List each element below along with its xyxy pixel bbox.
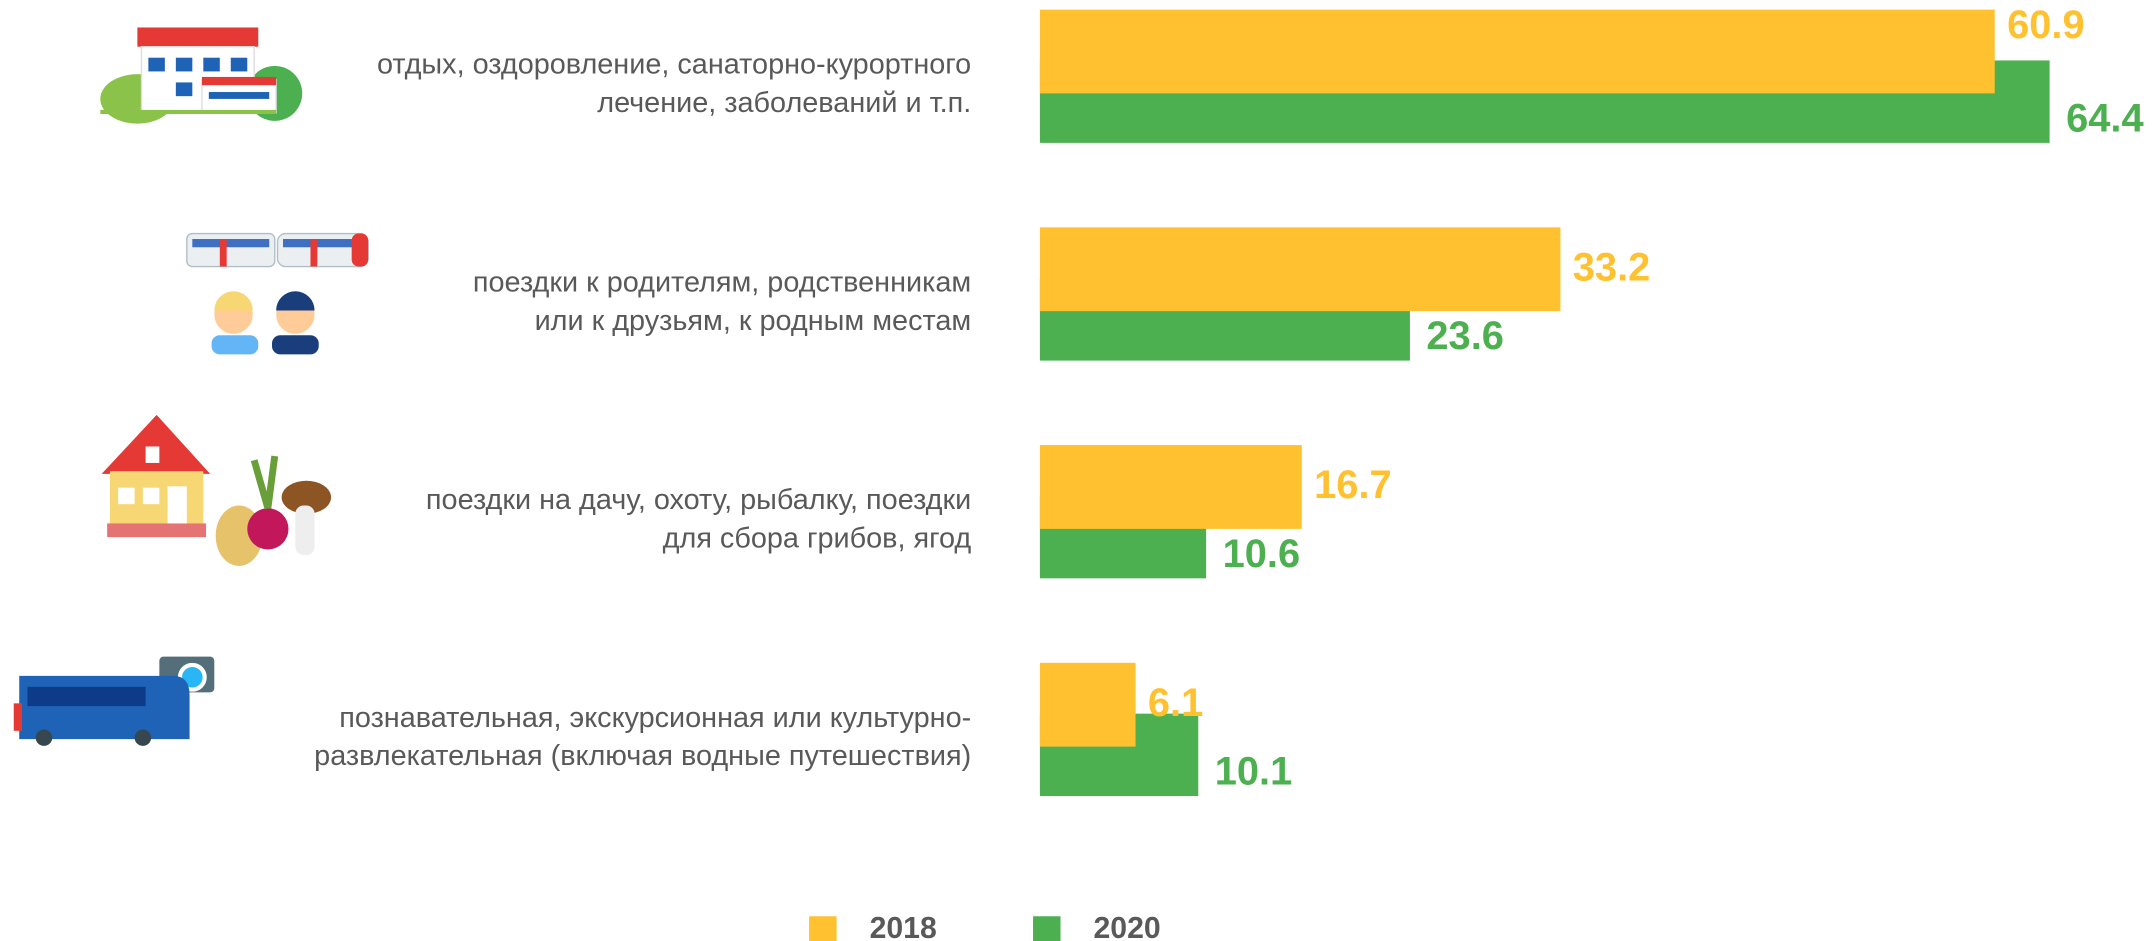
- value-label: 64.4: [2066, 96, 2144, 140]
- category-label: поездки к родителям, родственникам: [473, 266, 971, 298]
- category-label: отдых, оздоровление, санаторно-курортног…: [377, 49, 971, 81]
- bar: [1039, 227, 1561, 312]
- category-label: лечение, заболеваний и т.п.: [597, 87, 971, 119]
- legend-swatch: [1033, 916, 1061, 941]
- value-label: 6.1: [1148, 681, 1203, 725]
- value-label: 10.6: [1223, 532, 1301, 576]
- icon-bus: [13, 656, 215, 746]
- value-label: 60.9: [2007, 3, 2085, 47]
- value-label: 10.1: [1215, 750, 1293, 794]
- icon-sanatorium: [100, 27, 303, 124]
- category-label: для сбора грибов, ягод: [663, 522, 972, 554]
- category-label: познавательная, экскурсионная или культу…: [339, 702, 971, 734]
- bar: [1039, 9, 1995, 94]
- legend-label: 2018: [870, 912, 937, 941]
- bar: [1039, 445, 1302, 529]
- category-label: развлекательная (включая водные путешест…: [314, 740, 971, 772]
- value-label: 16.7: [1314, 463, 1392, 507]
- value-label: 33.2: [1573, 245, 1651, 289]
- icon-dacha: [101, 414, 332, 566]
- legend-swatch: [809, 916, 837, 941]
- bar: [1039, 662, 1136, 747]
- icon-train-people: [186, 232, 369, 355]
- legend-label: 2020: [1093, 912, 1160, 941]
- category-label: или к друзьям, к родным местам: [535, 305, 972, 337]
- category-label: поездки на дачу, охоту, рыбалку, поездки: [426, 484, 971, 516]
- value-label: 23.6: [1426, 314, 1504, 358]
